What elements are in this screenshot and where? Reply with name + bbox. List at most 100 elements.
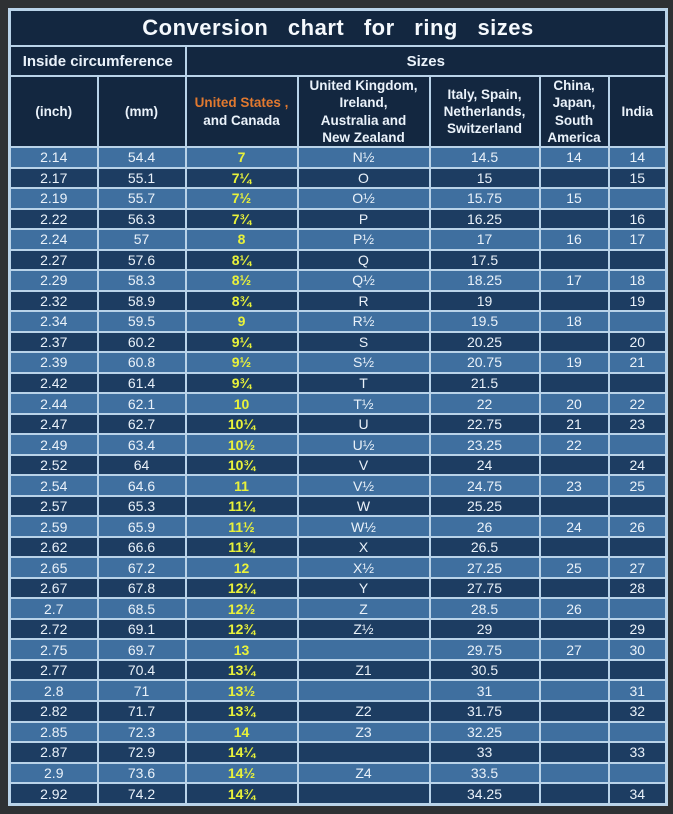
mm-cell: 72.3 [96, 720, 187, 743]
table-row: 2.42 61.4 9¾ T 21.5 [8, 371, 668, 395]
table-row: 2.37 60.2 9¼ S 20.25 20 [8, 330, 668, 354]
mm-cell: 71.7 [96, 700, 187, 723]
inch-cell: 2.44 [8, 392, 99, 415]
india-size-cell: 26 [607, 515, 668, 538]
italy-size-cell: 33 [428, 741, 541, 764]
mm-cell: 69.1 [96, 617, 187, 641]
us-size-cell: 13½ [184, 679, 299, 702]
italy-size-cell: 27.75 [428, 576, 541, 600]
china-size-cell [538, 166, 610, 190]
china-size-cell: 16 [538, 228, 610, 251]
italy-size-cell: 17.5 [428, 248, 541, 272]
table-row: 2.72 69.1 12¾ Z½ 29 29 [8, 617, 668, 641]
mm-cell: 72.9 [96, 741, 187, 764]
india-size-cell [607, 187, 668, 210]
mm-cell: 64 [96, 453, 187, 477]
china-size-cell [538, 494, 610, 518]
mm-cell: 56.3 [96, 207, 187, 231]
inch-cell: 2.9 [8, 761, 99, 785]
italy-size-cell: 16.25 [428, 207, 541, 231]
china-size-cell: 24 [538, 515, 610, 538]
china-size-cell: 22 [538, 433, 610, 456]
group-header-row: Inside circumference Sizes [8, 45, 668, 77]
china-size-cell [538, 658, 610, 682]
uk-size-cell [296, 741, 431, 764]
table-row: 2.39 60.8 9½ S½ 20.75 19 21 [8, 351, 668, 374]
mm-cell: 60.2 [96, 330, 187, 354]
us-size-cell: 12½ [184, 597, 299, 620]
mm-cell: 58.9 [96, 289, 187, 313]
inch-cell: 2.42 [8, 371, 99, 395]
col-header-inch: (inch) [8, 74, 99, 149]
table-row: 2.32 58.9 8¾ R 19 19 [8, 289, 668, 313]
india-size-cell: 27 [607, 556, 668, 579]
inch-cell: 2.67 [8, 576, 99, 600]
mm-cell: 55.1 [96, 166, 187, 190]
us-size-cell: 7½ [184, 187, 299, 210]
inch-cell: 2.37 [8, 330, 99, 354]
italy-size-cell: 19.5 [428, 310, 541, 333]
mm-cell: 55.7 [96, 187, 187, 210]
table-row: 2.19 55.7 7½ O½ 15.75 15 [8, 187, 668, 210]
india-size-cell [607, 494, 668, 518]
table-row: 2.29 58.3 8½ Q½ 18.25 17 18 [8, 269, 668, 292]
china-size-cell: 21 [538, 412, 610, 436]
italy-size-cell: 14.5 [428, 146, 541, 169]
uk-size-cell: S [296, 330, 431, 354]
uk-size-cell: W [296, 494, 431, 518]
us-size-cell: 10 [184, 392, 299, 415]
us-size-cell: 13¾ [184, 700, 299, 723]
india-size-cell: 28 [607, 576, 668, 600]
inch-cell: 2.22 [8, 207, 99, 231]
italy-size-cell: 33.5 [428, 761, 541, 785]
uk-size-cell: O½ [296, 187, 431, 210]
mm-cell: 65.9 [96, 515, 187, 538]
uk-size-cell: V½ [296, 474, 431, 497]
table-row: 2.75 69.7 13 29.75 27 30 [8, 638, 668, 661]
china-size-cell [538, 782, 610, 806]
italy-size-cell: 18.25 [428, 269, 541, 292]
mm-cell: 54.4 [96, 146, 187, 169]
ring-size-table: Conversion chart for ring sizes Inside c… [8, 8, 669, 806]
italy-size-cell: 29 [428, 617, 541, 641]
italy-size-cell: 32.25 [428, 720, 541, 743]
table-row: 2.59 65.9 11½ W½ 26 24 26 [8, 515, 668, 538]
italy-size-cell: 20.25 [428, 330, 541, 354]
table-row: 2.77 70.4 13¼ Z1 30.5 [8, 658, 668, 682]
china-size-cell [538, 289, 610, 313]
inch-cell: 2.24 [8, 228, 99, 251]
india-size-cell: 33 [607, 741, 668, 764]
table-row: 2.8 71 13½ 31 31 [8, 679, 668, 702]
us-size-cell: 9¼ [184, 330, 299, 354]
china-size-cell [538, 330, 610, 354]
us-size-cell: 9½ [184, 351, 299, 374]
india-size-cell [607, 720, 668, 743]
title-row: Conversion chart for ring sizes [8, 8, 668, 47]
india-size-cell: 18 [607, 269, 668, 292]
italy-size-cell: 26.5 [428, 535, 541, 559]
uk-size-cell: P½ [296, 228, 431, 251]
china-size-cell: 15 [538, 187, 610, 210]
china-size-cell: 17 [538, 269, 610, 292]
india-size-cell: 15 [607, 166, 668, 190]
us-size-cell: 12 [184, 556, 299, 579]
mm-cell: 74.2 [96, 782, 187, 806]
india-size-cell: 29 [607, 617, 668, 641]
uk-size-cell: Z½ [296, 617, 431, 641]
us-size-cell: 14¼ [184, 741, 299, 764]
uk-size-cell: Z2 [296, 700, 431, 723]
col-header-india: India [607, 74, 668, 149]
us-size-cell: 10¾ [184, 453, 299, 477]
uk-size-cell: Q½ [296, 269, 431, 292]
table-row: 2.22 56.3 7¾ P 16.25 16 [8, 207, 668, 231]
us-size-cell: 7¼ [184, 166, 299, 190]
china-size-cell: 18 [538, 310, 610, 333]
china-size-cell: 25 [538, 556, 610, 579]
italy-size-cell: 19 [428, 289, 541, 313]
us-size-cell: 12¼ [184, 576, 299, 600]
col-header-us-canada: United States , and Canada [184, 74, 299, 149]
uk-size-cell [296, 679, 431, 702]
italy-size-cell: 24 [428, 453, 541, 477]
table-row: 2.62 66.6 11¾ X 26.5 [8, 535, 668, 559]
india-size-cell: 16 [607, 207, 668, 231]
